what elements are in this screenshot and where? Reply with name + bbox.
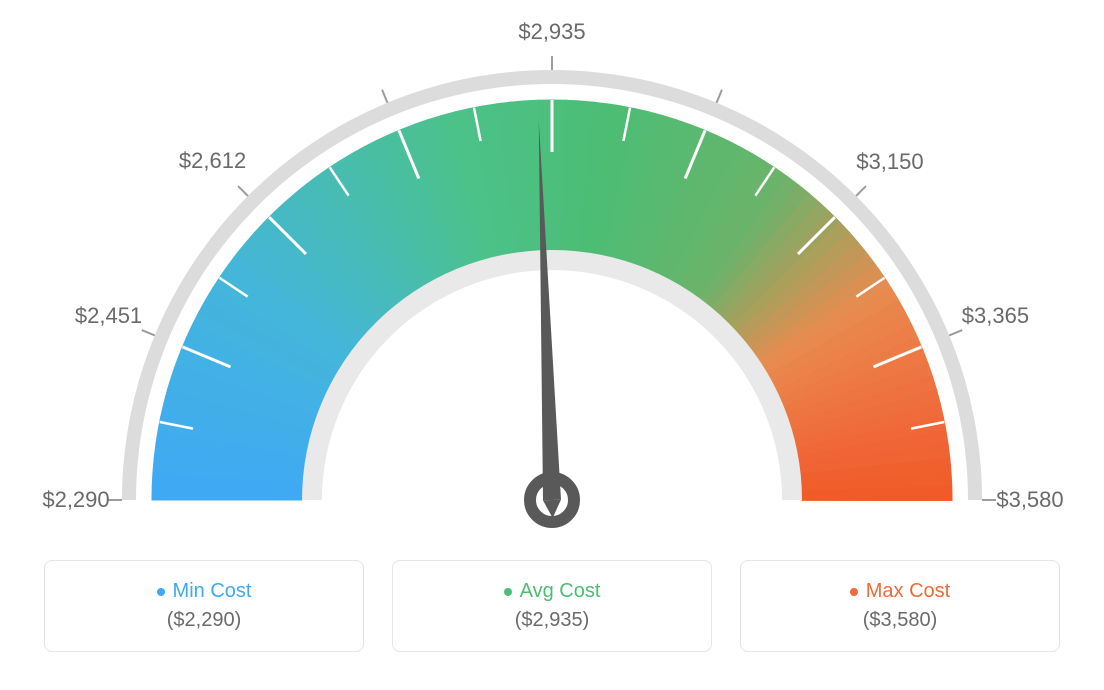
legend-row: Min Cost ($2,290) Avg Cost ($2,935) Max … [44,560,1060,652]
gauge-area: $2,290 $2,451 $2,612 $2,935 $3,150 $3,365 $3,5… [0,0,1104,560]
legend-value-avg: ($2,935) [515,609,590,632]
legend-card-avg: Avg Cost ($2,935) [392,560,712,652]
legend-card-max: Max Cost ($3,580) [740,560,1060,652]
cost-gauge-widget: $2,290 $2,451 $2,612 $2,935 $3,150 $3,365 $3,5… [0,0,1104,690]
gauge-tick-label: $2,451 [75,303,142,329]
legend-dot-max-icon [850,588,858,596]
legend-card-min: Min Cost ($2,290) [44,560,364,652]
legend-title-min-text: Min Cost [173,580,252,603]
legend-title-max-text: Max Cost [866,580,950,603]
legend-dot-min-icon [157,588,165,596]
legend-dot-avg-icon [504,588,512,596]
gauge-tick-label: $2,612 [179,148,246,174]
legend-title-min: Min Cost [157,580,252,603]
gauge-svg [0,0,1104,560]
legend-title-avg-text: Avg Cost [520,580,601,603]
legend-title-max: Max Cost [850,580,950,603]
gauge-tick-label: $3,580 [996,487,1063,513]
legend-value-min: ($2,290) [167,609,242,632]
legend-value-max: ($3,580) [863,609,938,632]
gauge-tick-label: $3,365 [962,303,1029,329]
gauge-tick-label: $3,150 [856,149,923,175]
legend-title-avg: Avg Cost [504,580,601,603]
gauge-tick-label: $2,290 [42,487,109,513]
gauge-tick-label: $2,935 [518,19,585,45]
